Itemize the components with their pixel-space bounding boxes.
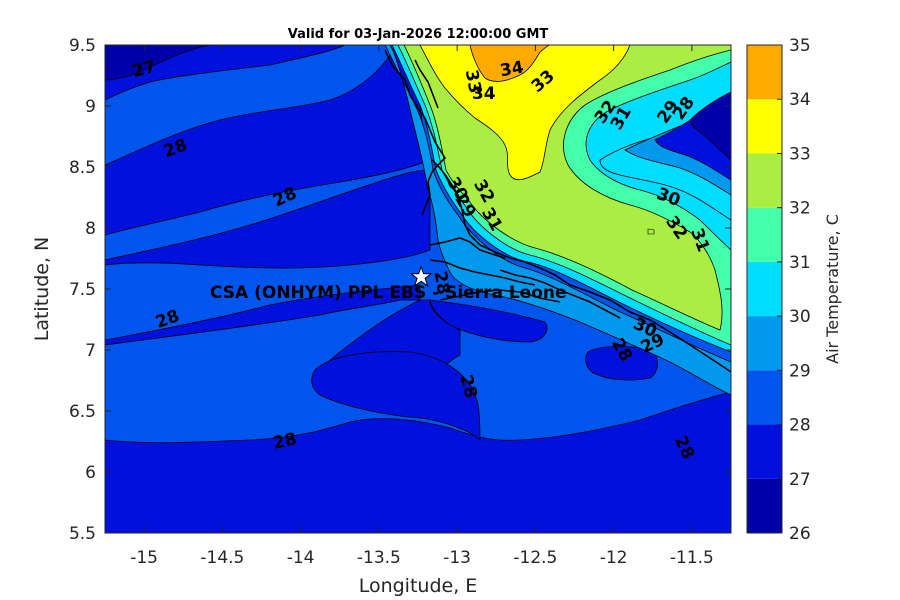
star-icon[interactable] <box>409 265 433 288</box>
y-tick-label: 5.5 <box>69 524 96 544</box>
band-27-shelf <box>105 169 431 269</box>
colorbar-swatch <box>747 424 782 479</box>
x-axis-ticks: -15 -14.5 -14 -13.5 -13 -12.5 -12 -11.5 <box>130 45 714 568</box>
contour-label: 28 <box>430 270 454 297</box>
colorbar-label: Air Temperature, C <box>823 214 842 364</box>
colorbar-frame <box>746 44 783 534</box>
colorbar-swatch <box>747 207 782 262</box>
colorbar-tick-label: 33 <box>789 144 811 164</box>
colorbar: 26 27 28 29 30 31 32 33 34 35 <box>746 36 811 544</box>
site-label: CSA (ONHYM) PPL EBS - Sierra Leone <box>210 283 567 303</box>
y-tick-label: 8 <box>85 219 96 239</box>
island-32-east <box>647 228 655 235</box>
colorbar-swatch <box>747 478 782 533</box>
contour-label: 34 <box>472 84 496 104</box>
y-tick-label: 6.5 <box>69 402 96 422</box>
y-tick-label: 6 <box>85 463 96 483</box>
band-27-island <box>311 351 481 441</box>
colorbar-swatch <box>747 45 782 100</box>
x-tick-label: -12 <box>600 548 628 568</box>
colorbar-tick-label: 35 <box>789 36 811 56</box>
y-axis-label: Latitude, N <box>31 237 53 342</box>
y-tick-label: 9 <box>85 97 96 117</box>
colorbar-swatch <box>747 261 782 317</box>
band-27-se <box>429 299 548 343</box>
colorbar-tick-label: 26 <box>789 524 811 544</box>
colorbar-swatch <box>747 316 782 371</box>
y-axis-ticks: 5.5 6 6.5 7 7.5 8 8.5 9 9.5 <box>69 36 731 544</box>
colorbar-tick-label: 27 <box>789 470 811 490</box>
colorbar-tick-label: 32 <box>789 199 811 219</box>
band-33-34 <box>419 45 631 181</box>
band-27-south <box>105 391 731 533</box>
colorbar-swatch <box>747 153 782 208</box>
x-tick-label: -13 <box>443 548 471 568</box>
plot-title: Valid for 03-Jan-2026 12:00:00 GMT <box>288 27 549 42</box>
x-tick-label: -13.5 <box>357 548 401 568</box>
x-tick-label: -15 <box>130 548 158 568</box>
y-tick-label: 7 <box>85 341 96 361</box>
site-marker[interactable] <box>409 265 433 288</box>
eastern-low-deep <box>689 91 731 161</box>
contour-label: 34 <box>499 57 526 81</box>
colorbar-tick-label: 30 <box>789 307 811 327</box>
colorbar-tick-label: 28 <box>789 416 811 436</box>
colorbar-swatch <box>747 99 782 154</box>
x-tick-label: -14.5 <box>200 548 244 568</box>
temperature-contour-fill <box>105 45 731 533</box>
band-34-35 <box>469 45 551 82</box>
y-tick-label: 7.5 <box>69 280 96 300</box>
x-tick-label: -14 <box>287 548 315 568</box>
x-tick-label: -11.5 <box>670 548 714 568</box>
band-27-nw-corner <box>105 45 211 81</box>
coastline <box>384 49 731 373</box>
colorbar-tick-label: 34 <box>789 90 811 110</box>
y-tick-label: 8.5 <box>69 158 96 178</box>
contour-label: 33 <box>461 68 485 95</box>
x-axis-label: Longitude, E <box>359 575 478 597</box>
contour-label: 28 <box>271 429 298 453</box>
y-tick-label: 9.5 <box>69 36 96 56</box>
x-tick-label: -12.5 <box>513 548 557 568</box>
colorbar-tick-label: 29 <box>789 361 811 381</box>
colorbar-swatch <box>747 370 782 425</box>
colorbar-tick-label: 31 <box>789 253 811 273</box>
band-27-east-blob <box>585 346 658 381</box>
